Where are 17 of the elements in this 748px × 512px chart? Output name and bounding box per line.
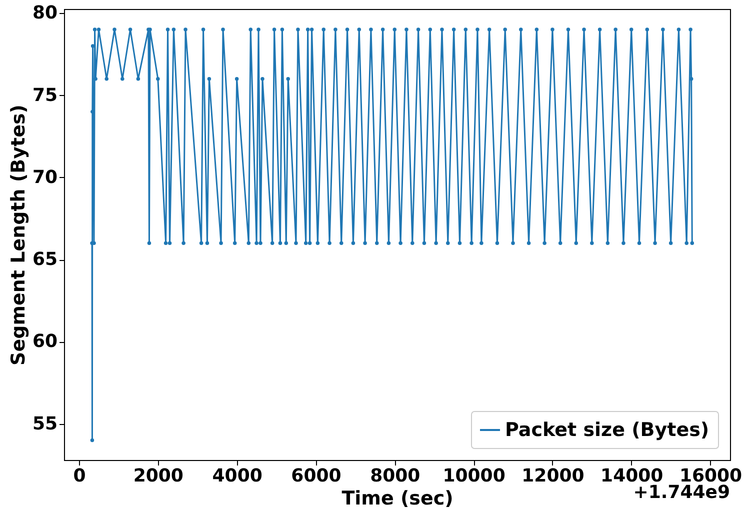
y-tick-label: 80	[32, 2, 58, 24]
x-axis-title: Time (sec)	[342, 488, 454, 510]
x-tick-label: 0	[73, 466, 86, 486]
x-tick-label: 2000	[133, 466, 184, 486]
x-tick-label: 10000	[442, 466, 506, 486]
legend-label: Packet size (Bytes)	[505, 419, 710, 441]
x-tick-label: 4000	[212, 466, 262, 486]
y-axis-title: Segment Length (Bytes)	[7, 104, 30, 366]
text: +1.744e9	[633, 482, 730, 503]
x-tick-label: 12000	[522, 466, 584, 486]
y-tick-label: 60	[32, 331, 58, 352]
y-tick-label: 65	[32, 249, 58, 270]
x-tick-label: 8000	[370, 466, 420, 486]
y-tick-label: 70	[32, 166, 58, 188]
y-tick-label: 75	[32, 84, 58, 106]
x-tick-label: 6000	[291, 466, 342, 486]
y-tick-label: 55	[32, 413, 58, 434]
